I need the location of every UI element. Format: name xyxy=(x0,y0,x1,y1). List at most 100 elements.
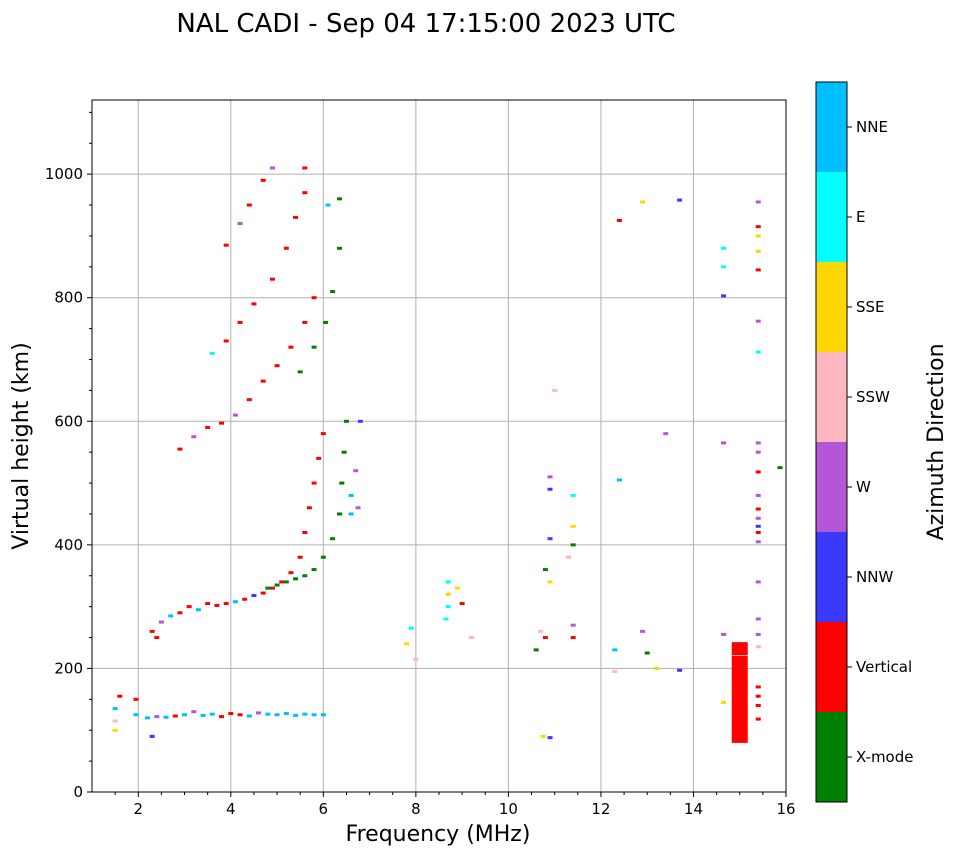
data-point xyxy=(306,506,312,510)
data-point xyxy=(547,537,553,541)
data-point xyxy=(133,697,139,701)
colorbar-segment xyxy=(816,532,847,622)
data-point xyxy=(214,603,220,607)
data-point xyxy=(182,713,188,717)
colorbar-title: Azimuth Direction xyxy=(924,343,949,540)
data-point xyxy=(353,469,359,473)
x-tick-label: 6 xyxy=(319,800,329,818)
data-point xyxy=(721,294,727,298)
data-point xyxy=(443,617,449,621)
data-point xyxy=(408,626,414,630)
data-point xyxy=(755,268,761,272)
data-point xyxy=(177,611,183,615)
data-point xyxy=(154,636,160,640)
data-point xyxy=(404,642,410,646)
data-point xyxy=(251,302,257,306)
y-axis-title: Virtual height (km) xyxy=(9,342,34,549)
data-point xyxy=(158,620,164,624)
data-point xyxy=(330,290,336,294)
data-point xyxy=(293,577,299,581)
data-point xyxy=(445,580,451,584)
data-point xyxy=(297,555,303,559)
data-point xyxy=(612,648,618,652)
x-tick-label: 16 xyxy=(776,800,795,818)
data-point xyxy=(755,685,761,689)
data-point xyxy=(355,506,361,510)
data-point xyxy=(731,642,748,656)
data-point xyxy=(542,568,548,572)
colorbar: X-mode Vertical NNW W SSW SSE E NNE xyxy=(815,81,913,803)
y-tick-label: 800 xyxy=(54,289,83,307)
data-point xyxy=(547,487,553,491)
data-point xyxy=(246,203,252,207)
data-point xyxy=(445,592,451,596)
data-point xyxy=(337,512,343,516)
data-point xyxy=(721,246,727,250)
data-point xyxy=(293,713,299,717)
data-point xyxy=(260,591,266,595)
data-point xyxy=(677,198,683,202)
data-point xyxy=(570,493,576,497)
data-point xyxy=(533,648,539,652)
data-point xyxy=(755,524,761,528)
data-point xyxy=(223,602,229,606)
data-point xyxy=(731,705,748,719)
y-tick-label: 1000 xyxy=(45,165,83,183)
data-point xyxy=(721,700,727,704)
data-point xyxy=(283,246,289,250)
data-point xyxy=(246,714,252,718)
data-point xyxy=(117,694,123,698)
data-point xyxy=(547,475,553,479)
data-point xyxy=(570,524,576,528)
x-tick-label: 10 xyxy=(499,800,518,818)
data-point xyxy=(265,712,271,716)
plot-frame xyxy=(91,99,787,793)
colorbar-label: SSW xyxy=(856,388,890,406)
data-point xyxy=(755,507,761,511)
chart-title: NAL CADI - Sep 04 17:15:00 2023 UTC xyxy=(176,9,675,39)
data-point xyxy=(731,655,748,669)
data-point xyxy=(283,712,289,716)
colorbar-label: X-mode xyxy=(856,748,913,766)
data-point xyxy=(663,432,669,436)
data-point xyxy=(112,719,118,723)
data-point xyxy=(612,670,618,674)
data-point xyxy=(228,712,234,716)
colorbar-frame xyxy=(815,81,848,803)
data-point xyxy=(269,166,275,170)
x-tick-label: 2 xyxy=(133,800,143,818)
data-point xyxy=(205,602,211,606)
data-point xyxy=(357,419,363,423)
data-point xyxy=(677,668,683,672)
data-point xyxy=(297,370,303,374)
data-point xyxy=(755,200,761,204)
data-point xyxy=(755,350,761,354)
data-point xyxy=(265,586,271,590)
data-point xyxy=(755,717,761,721)
data-point xyxy=(242,597,248,601)
data-point xyxy=(755,617,761,621)
colorbar-label: NNW xyxy=(856,568,893,586)
data-point xyxy=(288,571,294,575)
data-point xyxy=(731,692,748,706)
colorbar-label: E xyxy=(856,208,865,226)
data-point xyxy=(348,493,354,497)
data-point xyxy=(145,716,151,720)
data-point xyxy=(731,668,748,682)
colorbar-label: W xyxy=(856,478,871,496)
y-tick-label: 200 xyxy=(54,659,83,677)
data-point xyxy=(172,714,178,718)
colorbar-label: Vertical xyxy=(856,658,912,676)
data-point xyxy=(731,680,748,694)
data-point xyxy=(311,568,317,572)
data-point xyxy=(260,178,266,182)
data-point xyxy=(133,713,139,717)
data-point xyxy=(112,728,118,732)
data-point xyxy=(455,586,461,590)
data-point xyxy=(209,712,215,716)
data-point xyxy=(755,225,761,229)
data-point xyxy=(325,203,331,207)
data-point xyxy=(256,711,262,715)
grid-lines xyxy=(92,100,786,792)
